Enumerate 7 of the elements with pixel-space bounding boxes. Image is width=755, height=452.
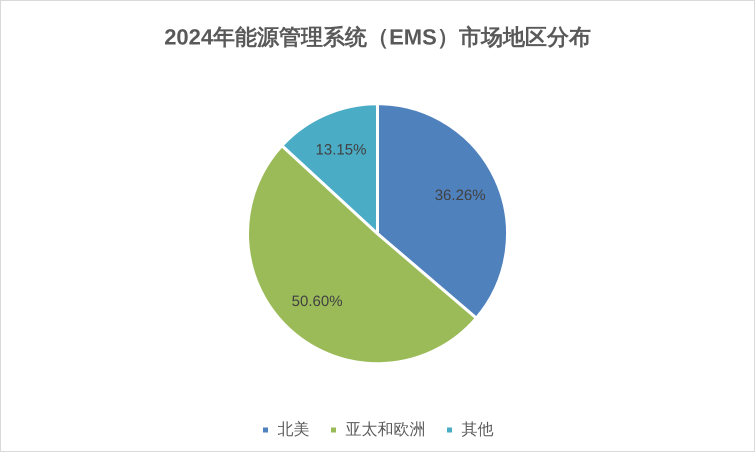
data-label: 13.15% (316, 141, 366, 158)
chart-title: 2024年能源管理系统（EMS）市场地区分布 (164, 24, 591, 50)
data-label: 50.60% (292, 292, 343, 310)
data-label: 36.26% (434, 186, 486, 204)
legend-label: 北美 (278, 420, 310, 438)
legend-label: 其他 (462, 420, 494, 438)
legend-label: 亚太和欧洲 (346, 420, 426, 438)
